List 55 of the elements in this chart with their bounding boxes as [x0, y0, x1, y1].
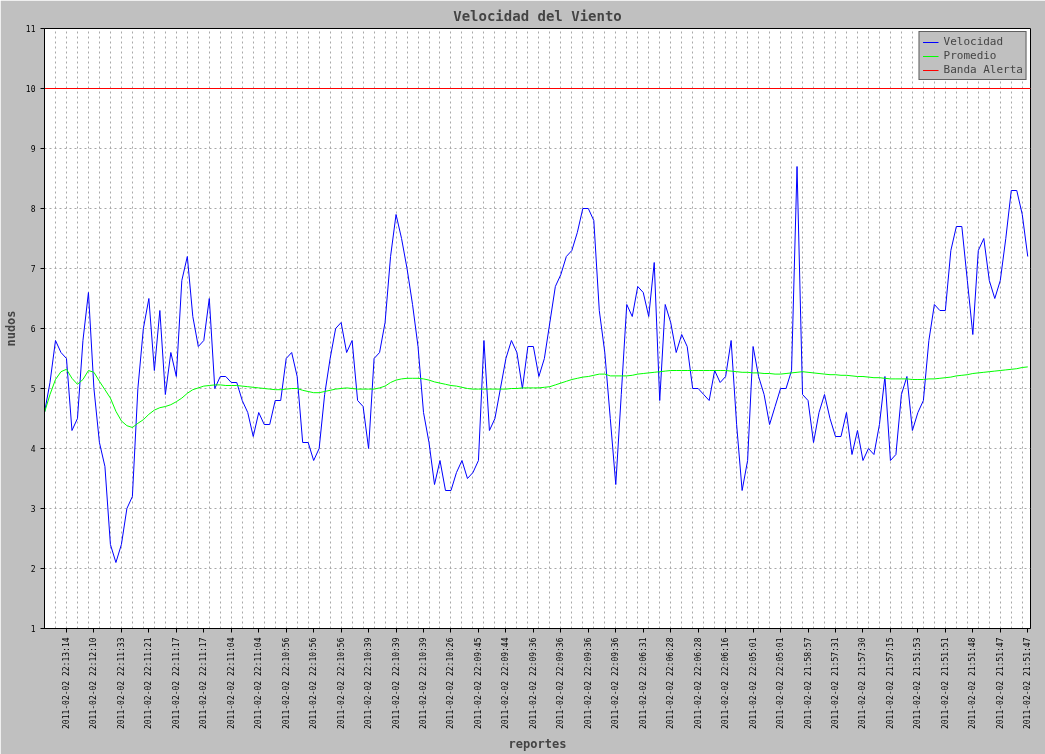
x-tick-label: 2011-02-02 22:10:56 [336, 637, 346, 730]
y-tick-label: 11 [25, 25, 36, 34]
y-tick-label: 5 [30, 385, 36, 394]
x-tick-label: 2011-02-02 22:09:45 [473, 637, 483, 730]
x-tick-label: 2011-02-02 22:13:14 [61, 637, 71, 730]
x-tick-label: 2011-02-02 22:06:16 [721, 637, 731, 730]
x-tick-label: 2011-02-02 22:05:01 [776, 637, 786, 730]
x-tick-label: 2011-02-02 21:51:47 [995, 637, 1005, 730]
x-tick-label: 2011-02-02 21:58:57 [803, 637, 813, 730]
line-series [44, 166, 1029, 563]
y-tick-label: 7 [30, 265, 36, 274]
y-tick-label: 8 [30, 205, 36, 214]
x-tick-label: 2011-02-02 22:10:56 [281, 637, 291, 730]
y-tick-label: 1 [30, 625, 36, 634]
x-axis-title: reportes [508, 737, 567, 752]
y-tick-label: 10 [25, 85, 36, 94]
x-tick-label: 2011-02-02 22:11:04 [226, 637, 236, 730]
y-tick-label: 6 [30, 325, 36, 334]
x-tick-label: 2011-02-02 22:11:17 [171, 637, 181, 730]
legend-label: Velocidad [943, 35, 1004, 48]
x-tick-label: 2011-02-02 22:11:21 [144, 637, 154, 730]
x-tick-label: 2011-02-02 22:11:33 [116, 637, 126, 730]
x-tick-label: 2011-02-02 21:57:30 [858, 637, 868, 730]
x-tick-label: 2011-02-02 21:51:47 [1023, 637, 1033, 730]
line-series [44, 366, 1029, 428]
y-tick-label: 9 [30, 145, 36, 154]
y-tick-label: 4 [30, 445, 36, 454]
x-tick-label: 2011-02-02 22:11:04 [254, 637, 264, 730]
x-tick-label: 2011-02-02 22:12:10 [89, 637, 99, 730]
x-tick-label: 2011-02-02 22:05:01 [748, 637, 758, 730]
x-tick-label: 2011-02-02 22:11:17 [199, 637, 209, 730]
x-tick-label: 2011-02-02 22:09:36 [556, 637, 566, 730]
y-tick-label: 3 [30, 505, 36, 514]
x-tick-label: 2011-02-02 22:09:36 [528, 637, 538, 730]
x-tick-label: 2011-02-02 22:09:44 [501, 637, 511, 730]
x-tick-label: 2011-02-02 22:10:26 [446, 637, 456, 730]
x-tick-label: 2011-02-02 22:06:28 [666, 637, 676, 730]
x-tick-label: 2011-02-02 22:10:39 [419, 637, 429, 730]
x-tick-label: 2011-02-02 21:51:48 [968, 637, 978, 730]
x-tick-label: 2011-02-02 22:06:31 [638, 637, 648, 730]
legend-label: Promedio [943, 49, 997, 62]
y-axis-title: nudos [3, 310, 18, 347]
x-tick-label: 2011-02-02 22:09:36 [611, 637, 621, 730]
chart-title: Velocidad del Viento [453, 7, 622, 24]
x-tick-label: 2011-02-02 22:09:36 [583, 637, 593, 730]
legend-label: Banda Alerta [943, 63, 1023, 76]
x-tick-label: 2011-02-02 22:10:39 [364, 637, 374, 730]
y-tick-label: 2 [30, 565, 36, 574]
x-tick-label: 2011-02-02 22:06:28 [693, 637, 703, 730]
x-tick-label: 2011-02-02 22:10:39 [391, 637, 401, 730]
x-tick-label: 2011-02-02 21:57:31 [831, 637, 840, 730]
x-tick-label: 2011-02-02 22:10:56 [309, 637, 319, 730]
x-tick-label: 2011-02-02 21:57:15 [885, 637, 895, 730]
x-tick-label: 2011-02-02 21:51:53 [913, 637, 923, 730]
x-tick-label: 2011-02-02 21:51:51 [940, 637, 950, 730]
